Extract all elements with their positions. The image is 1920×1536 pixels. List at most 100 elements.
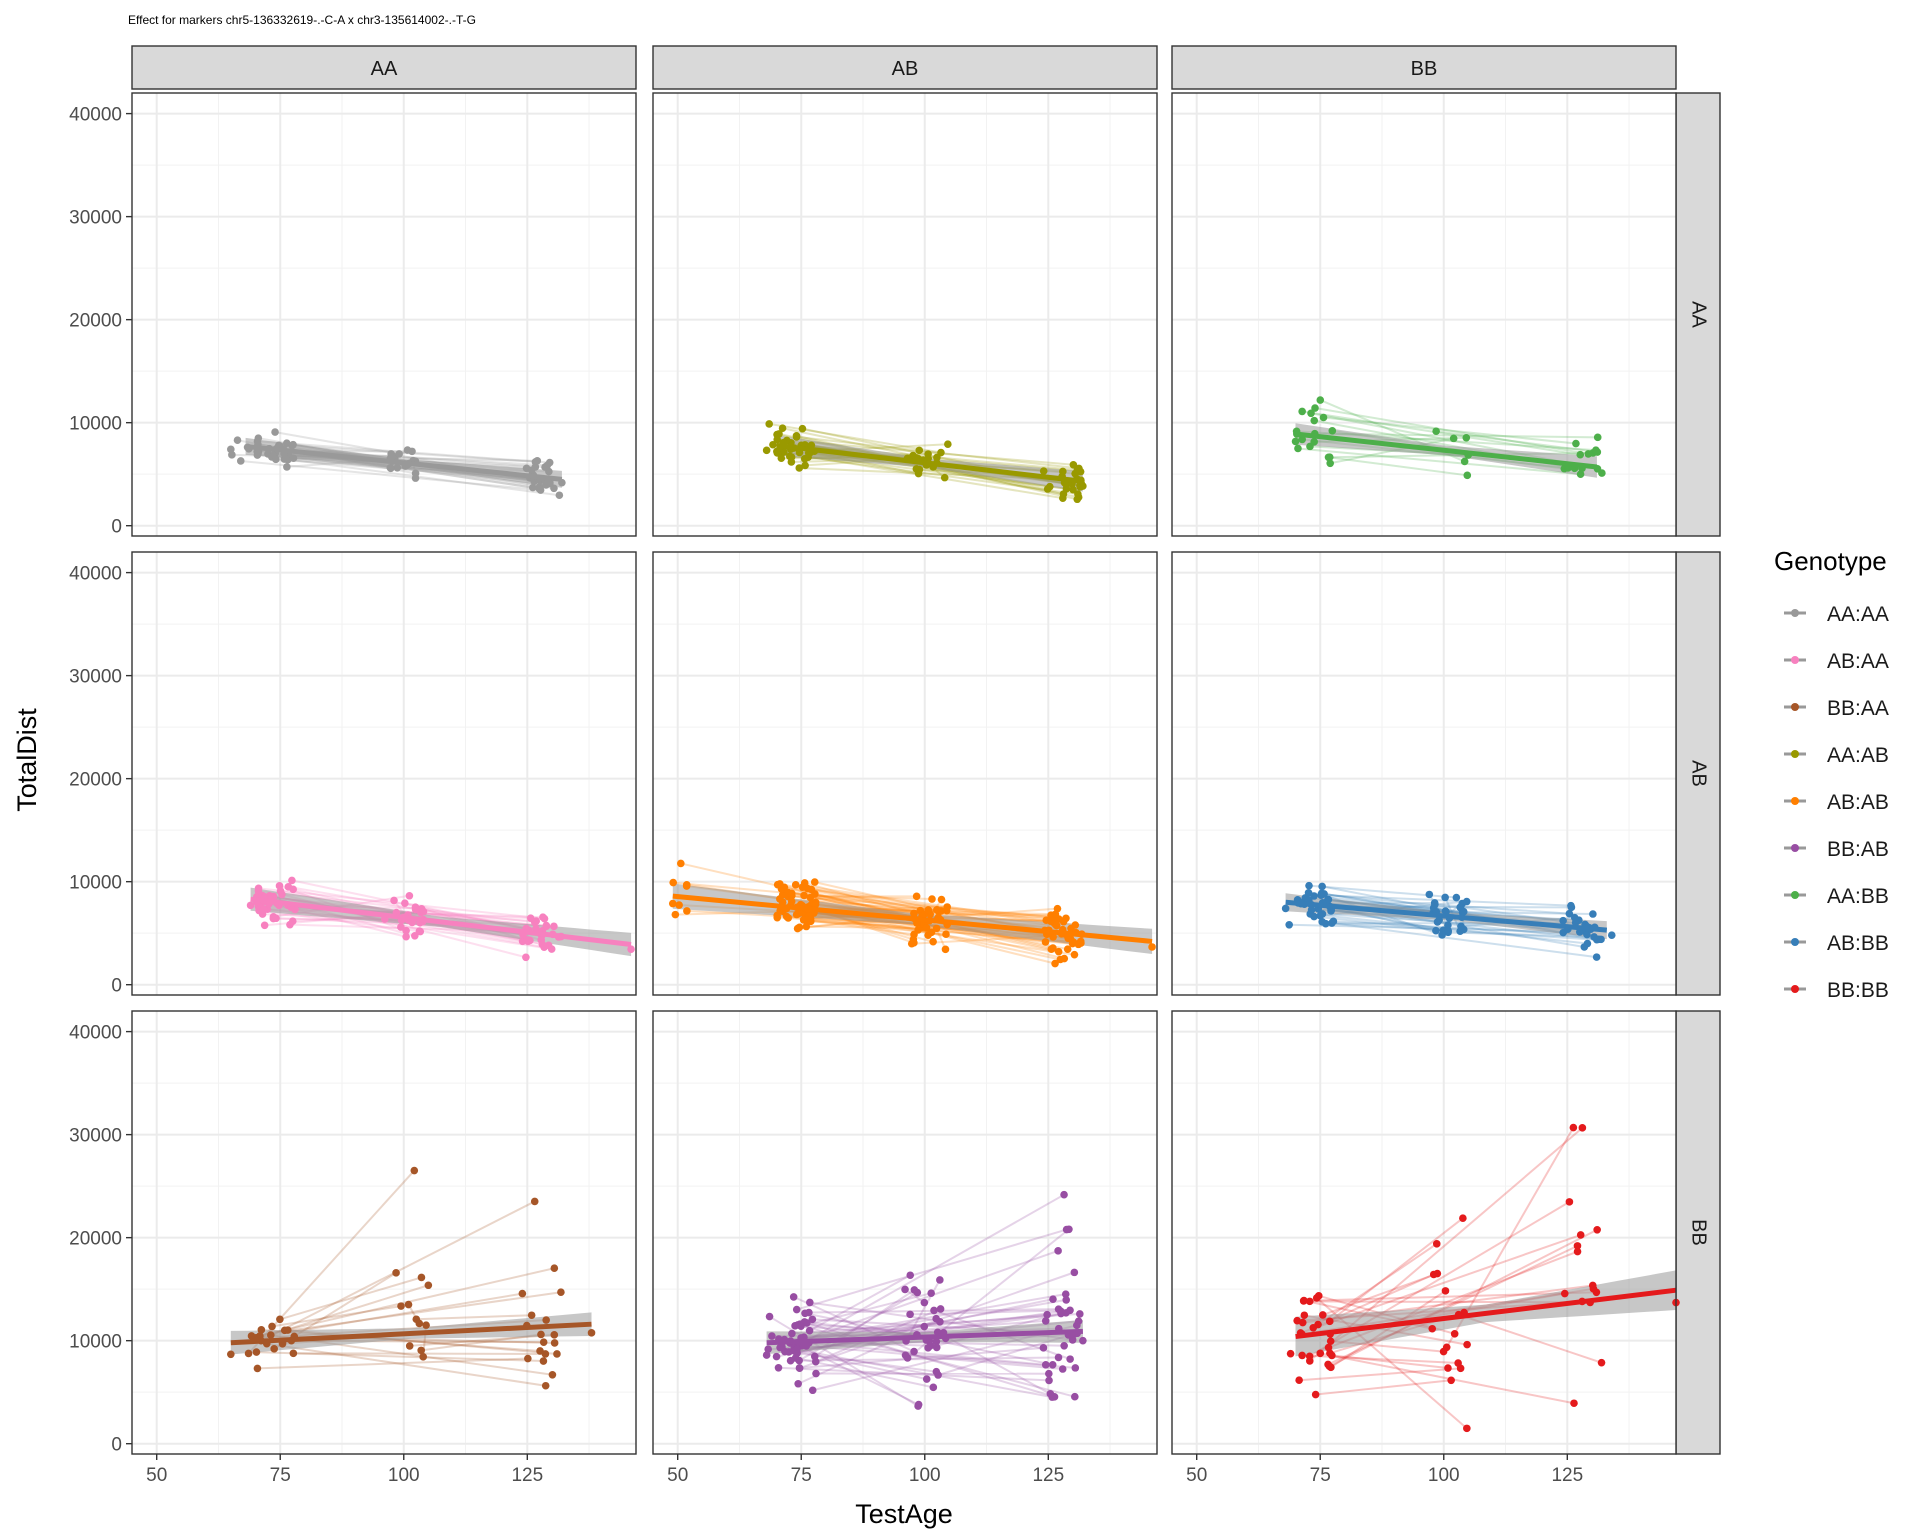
data-point: [932, 1367, 941, 1376]
mouse-trajectory-line: [790, 1356, 1059, 1362]
data-point: [419, 1353, 427, 1361]
data-point: [933, 453, 941, 462]
legend-key-point: [1791, 844, 1799, 852]
data-point: [550, 1331, 559, 1339]
data-point: [518, 1289, 527, 1298]
data-point: [803, 1319, 811, 1327]
data-point: [1079, 482, 1087, 490]
mouse-trajectory-line: [779, 897, 1054, 920]
mouse-trajectory-line: [917, 928, 1056, 965]
data-point: [527, 1311, 536, 1320]
y-tick-label: 20000: [69, 311, 122, 332]
data-point: [1065, 1225, 1073, 1234]
mouse-trajectory-line: [421, 1333, 542, 1352]
panel-border: [1171, 551, 1677, 996]
data-point: [797, 1322, 805, 1331]
data-point: [801, 461, 809, 470]
data-point: [1430, 899, 1439, 907]
legend-title: Genotype: [1774, 546, 1887, 576]
data-point: [683, 907, 691, 915]
x-tick-label: 100: [909, 1465, 941, 1486]
mouse-trajectory-line: [784, 1350, 937, 1373]
data-point: [1593, 1225, 1601, 1234]
mouse-trajectory-line: [1302, 410, 1581, 456]
data-point: [288, 876, 296, 885]
data-point: [777, 454, 786, 463]
data-point: [1043, 1310, 1051, 1319]
data-point: [266, 1331, 275, 1339]
data-point: [927, 928, 936, 937]
data-point: [810, 878, 819, 886]
data-point: [932, 1314, 940, 1323]
data-point: [403, 446, 412, 454]
mouse-trajectory-line: [271, 1305, 402, 1328]
panel-border: [652, 551, 1158, 996]
data-point: [1298, 435, 1306, 444]
data-point: [532, 917, 541, 925]
data-point: [901, 1351, 910, 1360]
x-axis-label: TestAge: [855, 1499, 953, 1529]
y-tick-label: 20000: [69, 1229, 122, 1250]
data-point: [1062, 1296, 1071, 1304]
data-point: [795, 923, 804, 932]
data-point: [1570, 1399, 1578, 1408]
data-point: [411, 905, 420, 914]
data-point: [1045, 1376, 1053, 1385]
panel-border: [131, 92, 637, 537]
data-point: [1578, 1124, 1587, 1132]
y-tick-label: 30000: [69, 208, 122, 229]
data-point: [1432, 926, 1440, 935]
facet-strip-row-label: AA: [1688, 301, 1710, 328]
data-point: [1054, 1247, 1062, 1255]
mouse-trajectory-line: [905, 1354, 1063, 1370]
data-point: [1059, 467, 1067, 476]
data-point: [1597, 1358, 1606, 1367]
data-point: [254, 434, 263, 442]
mouse-trajectory-line: [279, 1276, 422, 1321]
legend-entry: AB:AB: [1784, 791, 1889, 814]
data-point: [1584, 450, 1593, 458]
legend-label: AB:AB: [1827, 791, 1889, 814]
data-point: [1444, 1364, 1452, 1372]
data-point: [776, 1343, 784, 1352]
mouse-trajectory-line: [266, 1342, 546, 1387]
data-point: [1572, 439, 1580, 448]
mouse-trajectory-line: [673, 881, 1067, 920]
mouse-trajectory-line: [800, 1292, 932, 1328]
legend-key-point: [1791, 797, 1799, 805]
mouse-trajectory-line: [257, 440, 550, 464]
data-point: [252, 1348, 261, 1356]
data-point: [417, 1273, 426, 1282]
facet-strip-col-ab: [652, 45, 1158, 90]
data-point: [1310, 892, 1318, 900]
chart-title: Effect for markers chr5-136332619-.-C-A …: [128, 13, 476, 27]
data-point: [808, 1315, 817, 1324]
data-point: [806, 1298, 814, 1307]
data-point: [1456, 927, 1464, 935]
mouse-trajectory-line: [416, 1314, 532, 1321]
mouse-trajectory-line: [782, 427, 929, 460]
panel-border: [131, 551, 637, 996]
data-point: [410, 1166, 419, 1175]
data-point: [1060, 1341, 1068, 1350]
legend-key-point: [1791, 609, 1799, 617]
data-point: [802, 1342, 811, 1350]
mouse-trajectory-line: [769, 422, 942, 454]
data-point: [669, 878, 678, 887]
mouse-trajectory-line: [798, 1344, 920, 1406]
mouse-trajectory-line: [1323, 416, 1577, 445]
data-point: [269, 914, 278, 923]
data-point: [915, 465, 924, 474]
x-tick-label: 50: [146, 1465, 167, 1486]
data-point: [1597, 935, 1605, 944]
legend-label: BB:AB: [1827, 838, 1889, 861]
panel-bb-ab: 50 75 100 125: [652, 1010, 1158, 1486]
data-point: [1433, 1269, 1442, 1278]
data-point: [1041, 1361, 1050, 1369]
data-point: [1324, 453, 1333, 462]
data-point: [1062, 1309, 1070, 1317]
data-point: [922, 1375, 931, 1383]
data-point: [914, 1402, 922, 1410]
data-point: [1052, 921, 1061, 930]
mouse-trajectory-line: [937, 1331, 1051, 1395]
